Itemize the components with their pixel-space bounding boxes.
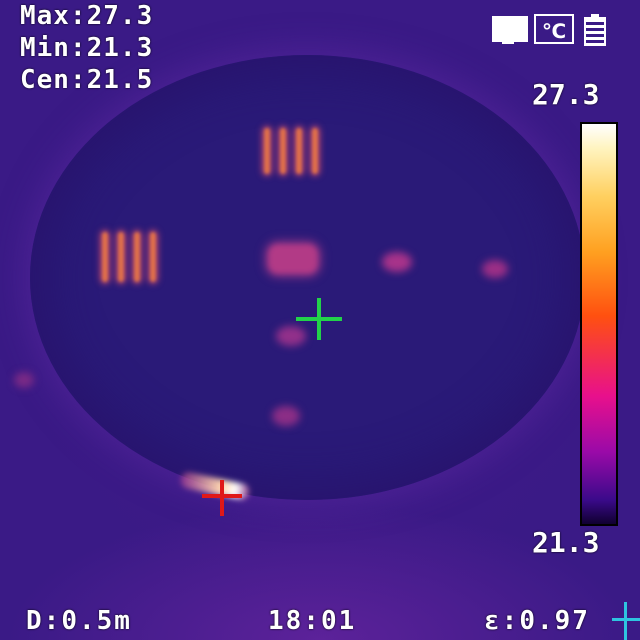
heat-pattern-top <box>264 128 318 174</box>
emissivity-value: 0.97 <box>519 606 590 636</box>
center-readout: Cen: 21.5 <box>20 64 153 96</box>
corner-marker-icon <box>612 602 640 640</box>
heat-spot <box>382 252 412 272</box>
celsius-unit-icon[interactable]: ℃ <box>534 14 574 44</box>
max-label: Max: <box>20 1 87 31</box>
heat-spot <box>482 260 508 278</box>
max-temp-crosshair <box>202 480 242 516</box>
heat-pattern-left <box>102 232 156 282</box>
status-icons: ℃ <box>490 14 606 48</box>
min-readout: Min: 21.3 <box>20 32 153 64</box>
heat-spot <box>272 406 300 426</box>
temperature-readouts: Max: 27.3 Min: 21.3 Cen: 21.5 <box>20 0 153 96</box>
battery-icon <box>584 14 606 48</box>
center-label: Cen: <box>20 65 87 95</box>
distance-readout: D:0.5m <box>26 606 132 636</box>
emissivity-readout: ε:0.97 <box>484 606 590 636</box>
distance-value: 0.5m <box>61 606 132 636</box>
heat-spot <box>14 372 34 388</box>
max-readout: Max: 27.3 <box>20 0 153 32</box>
color-scale-bar <box>580 122 618 526</box>
min-label: Min: <box>20 33 87 63</box>
distance-label: D: <box>26 606 62 636</box>
heat-block-center <box>268 244 318 274</box>
monitor-icon[interactable] <box>490 14 528 48</box>
center-value: 21.5 <box>86 65 154 95</box>
heat-spot <box>276 326 306 346</box>
clock: 18:01 <box>268 606 357 636</box>
emissivity-label: ε: <box>484 606 520 636</box>
max-value: 27.3 <box>86 1 154 31</box>
min-value: 21.3 <box>86 33 154 63</box>
center-crosshair <box>296 298 342 340</box>
scale-min-label: 21.3 <box>532 526 600 559</box>
scale-max-label: 27.3 <box>532 78 600 111</box>
